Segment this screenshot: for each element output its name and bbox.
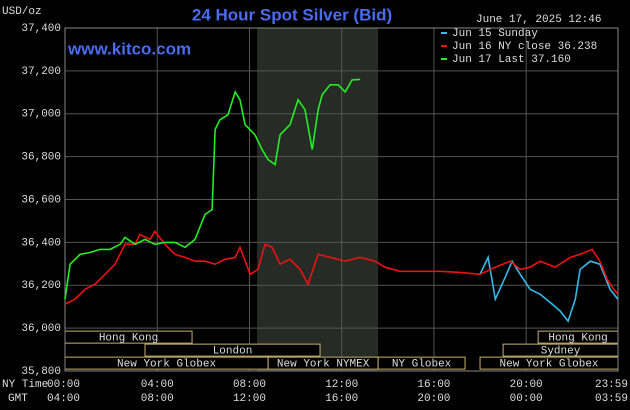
plot-frame	[64, 27, 619, 372]
y-tick-label: 36,800	[21, 152, 61, 164]
chart-title: 24 Hour Spot Silver (Bid)	[192, 5, 392, 24]
session-bar	[377, 356, 466, 370]
gmt-tick-label: 00:00	[510, 393, 543, 405]
session-bar	[144, 343, 321, 357]
y-tick-label: 37,400	[21, 23, 61, 35]
legend-label: Jun 16 NY close 36.238	[452, 41, 597, 53]
session-label: New York Globex	[500, 359, 599, 371]
gmt-tick-label: 16:00	[325, 393, 358, 405]
gmt-tick-label: 03:59	[595, 393, 628, 405]
y-tick-label: 37,000	[21, 109, 61, 121]
x-tick-label: 08:00	[233, 379, 266, 391]
session-label: Sydney	[541, 346, 581, 358]
x-tick-label: 04:00	[141, 379, 174, 391]
gmt-tick-label: 12:00	[233, 393, 266, 405]
y-tick-label: 36,600	[21, 194, 61, 206]
x-axis-label: NY Time	[2, 379, 48, 391]
timestamp: June 17, 2025 12:46	[476, 14, 601, 26]
series-line	[64, 78, 361, 300]
session-label: Hong Kong	[548, 333, 607, 345]
legend-label: Jun 15 Sunday	[452, 28, 538, 40]
gmt-tick-label: 04:00	[47, 393, 80, 405]
session-label: Hong Kong	[99, 333, 158, 345]
series-line	[479, 254, 619, 323]
series-line	[64, 229, 619, 305]
session-label: New York Globex	[117, 359, 216, 371]
x-tick-label: 23:59	[595, 379, 628, 391]
session-label: NY Globex	[392, 359, 452, 371]
legend-label: Jun 17 Last 37.160	[452, 54, 571, 66]
y-unit: USD/oz	[2, 6, 42, 18]
x-tick-label: 12:00	[325, 379, 358, 391]
x-axis-label: GMT	[8, 393, 28, 405]
y-tick-label: 35,800	[21, 366, 61, 378]
y-tick-label: 36,400	[21, 237, 61, 249]
gmt-tick-label: 08:00	[141, 393, 174, 405]
y-tick-label: 36,200	[21, 280, 61, 292]
x-tick-label: 00:00	[47, 379, 80, 391]
website: www.kitco.com	[67, 39, 191, 58]
x-tick-label: 20:00	[510, 379, 543, 391]
y-tick-label: 36,000	[21, 323, 61, 335]
gmt-tick-label: 20:00	[417, 393, 450, 405]
x-tick-label: 16:00	[417, 379, 450, 391]
session-label: New York NYMEX	[277, 359, 370, 371]
y-tick-label: 37,200	[21, 66, 61, 78]
session-label: London	[213, 346, 253, 358]
